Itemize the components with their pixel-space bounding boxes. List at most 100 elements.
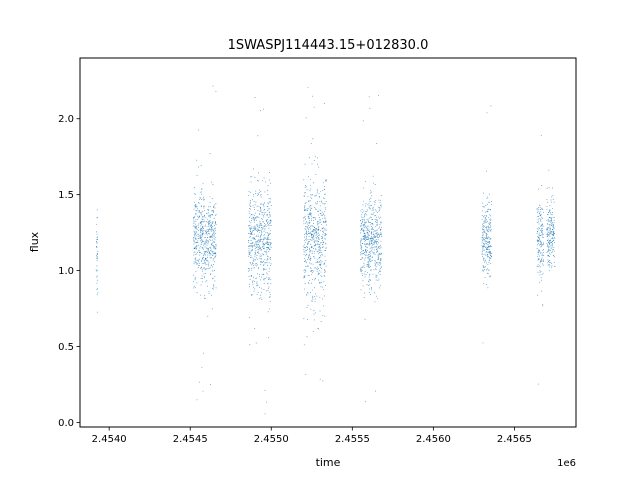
data-point [259,248,261,250]
data-point [248,191,250,192]
data-point [307,292,309,294]
data-point [552,226,554,228]
data-point [486,215,488,216]
data-point [213,225,215,227]
data-point [375,276,377,278]
data-point [316,192,318,194]
data-point [255,252,256,254]
data-point [269,208,271,210]
data-point [325,243,327,245]
data-point [257,224,258,226]
data-point [320,262,322,264]
data-point [262,238,264,240]
data-point [367,235,369,237]
data-point [486,230,488,231]
data-point [203,198,205,200]
data-point [376,246,378,248]
data-point [374,292,375,294]
data-point [541,208,543,210]
data-point [207,256,209,258]
data-point [487,211,489,212]
data-point [483,254,485,256]
data-point [489,238,491,240]
data-point [539,235,541,237]
y-tick-label: 2.0 [58,114,74,125]
data-point [377,237,379,238]
data-point [207,215,209,217]
data-point [320,219,321,221]
data-point [268,216,270,218]
data-point [550,261,551,263]
data-point [193,218,195,220]
data-point [310,249,312,251]
data-point [325,229,327,231]
data-point [548,229,550,231]
data-point [538,258,540,260]
data-point [266,218,268,220]
data-point [481,252,483,254]
data-point [361,221,363,223]
data-point [360,229,362,231]
data-point [324,220,326,222]
data-point [262,221,264,223]
data-point [254,281,256,283]
data-point [270,205,272,206]
data-point [364,232,366,234]
data-point [374,218,376,220]
data-point [325,208,327,210]
data-point [484,268,486,270]
data-point [259,236,261,237]
data-point [554,233,555,235]
data-point [262,261,264,263]
data-point [268,201,270,203]
data-point [324,186,325,187]
data-point [371,251,373,253]
data-point [262,212,263,213]
data-point [309,217,310,219]
data-point [204,253,206,255]
data-point [548,219,550,221]
data-point [374,202,376,204]
data-point [314,257,316,259]
data-point [203,241,204,243]
data-point [211,237,213,239]
data-point [324,270,326,272]
data-point [252,259,254,261]
data-point [207,248,208,250]
data-point [489,245,491,247]
data-point [553,250,555,252]
data-point [309,256,311,258]
data-point [541,223,543,225]
data-point [489,262,491,264]
data-point [482,225,484,227]
data-point [548,233,550,235]
data-point [196,263,198,265]
data-point [307,241,309,243]
data-point [324,203,326,205]
data-point [204,221,206,223]
data-point [554,242,556,243]
data-point [370,249,372,251]
data-point [208,251,210,253]
data-point [211,244,213,246]
data-point [311,271,312,273]
data-point [539,232,541,234]
data-point [209,247,211,248]
data-point [485,220,487,222]
data-point [364,234,365,236]
data-point [257,236,259,238]
data-point [487,242,489,244]
data-point [380,240,382,242]
data-point [210,250,212,252]
data-point [487,231,489,233]
data-point [267,234,269,236]
data-point [203,277,205,279]
data-point [193,239,195,241]
data-point [536,209,538,211]
data-point [204,241,206,243]
data-point [317,163,319,165]
data-point [257,284,259,286]
data-point [257,246,259,248]
data-point [261,276,263,278]
data-point [324,237,326,239]
